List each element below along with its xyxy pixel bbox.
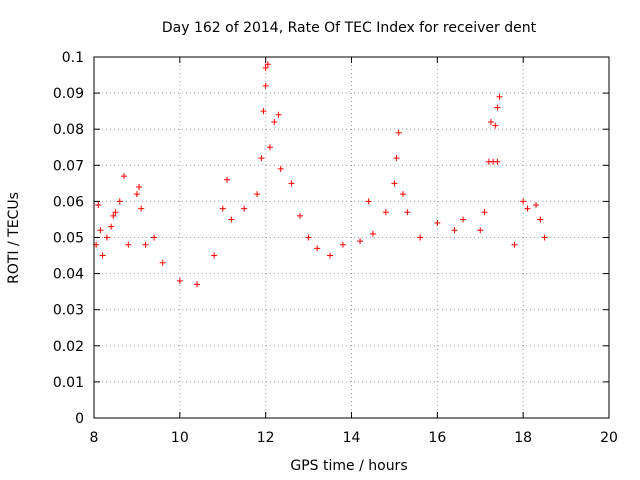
- y-tick-label: 0.06: [53, 194, 84, 210]
- y-tick-label: 0.08: [53, 122, 84, 138]
- axis-ticks: 8 10 12 14 16 18 20 0 0.01 0.02 0.03 0.04 0.05 0.06 0.…: [53, 50, 618, 446]
- data-point: [260, 108, 267, 115]
- data-point: [266, 144, 273, 151]
- grid-layer: [94, 57, 609, 418]
- y-tick-label: 0.02: [53, 339, 84, 355]
- data-point: [541, 234, 548, 241]
- data-point: [494, 104, 501, 111]
- data-point: [305, 234, 312, 241]
- data-point: [95, 202, 102, 209]
- data-point: [314, 245, 321, 252]
- x-tick-label: 14: [343, 430, 361, 446]
- data-points: [93, 61, 548, 288]
- data-point: [524, 205, 531, 212]
- y-axis-label: ROTI / TECUs: [6, 192, 22, 284]
- data-point: [487, 118, 494, 125]
- data-point: [136, 183, 143, 190]
- data-point: [492, 122, 499, 129]
- chart-title: Day 162 of 2014, Rate Of TEC Index for r…: [162, 20, 537, 36]
- data-point: [277, 165, 284, 172]
- data-point: [382, 209, 389, 216]
- data-point: [254, 191, 261, 198]
- y-tick-label: 0.03: [53, 303, 84, 319]
- data-point: [176, 277, 183, 284]
- data-point: [116, 198, 123, 205]
- x-axis-label: GPS time / hours: [290, 458, 407, 474]
- data-point: [297, 212, 303, 219]
- data-point: [108, 223, 115, 230]
- y-tick-label: 0.04: [53, 267, 84, 283]
- data-point: [262, 82, 269, 89]
- data-point: [99, 252, 106, 259]
- data-point: [224, 176, 231, 183]
- data-point: [133, 191, 140, 198]
- data-point: [241, 205, 248, 212]
- data-point: [511, 241, 518, 248]
- data-point: [258, 155, 265, 162]
- data-point: [404, 209, 411, 216]
- data-point: [288, 180, 295, 187]
- data-point: [194, 281, 200, 288]
- data-point: [264, 61, 271, 68]
- data-point: [142, 241, 149, 248]
- y-tick-label: 0.1: [62, 50, 84, 66]
- data-point: [112, 209, 119, 216]
- data-point: [211, 252, 218, 259]
- data-point: [327, 252, 334, 259]
- data-point: [151, 234, 158, 241]
- y-tick-label: 0.09: [53, 86, 84, 102]
- x-tick-label: 20: [600, 430, 618, 446]
- data-point: [460, 216, 467, 223]
- data-point: [533, 202, 540, 209]
- y-tick-label: 0: [75, 411, 84, 427]
- data-point: [481, 209, 488, 216]
- data-point: [400, 191, 406, 198]
- data-point: [537, 216, 544, 223]
- data-point: [395, 129, 402, 136]
- data-point: [97, 227, 104, 234]
- x-tick-label: 16: [428, 430, 446, 446]
- data-point: [357, 238, 364, 245]
- data-point: [103, 234, 110, 241]
- data-point: [339, 241, 346, 248]
- data-point: [138, 205, 145, 212]
- x-tick-label: 8: [90, 430, 99, 446]
- x-tick-label: 12: [257, 430, 275, 446]
- data-point: [369, 230, 376, 237]
- data-point: [228, 216, 235, 223]
- data-point: [417, 234, 424, 241]
- y-tick-label: 0.05: [53, 231, 84, 247]
- data-point: [121, 173, 128, 180]
- data-point: [451, 227, 458, 234]
- y-tick-label: 0.01: [53, 375, 84, 391]
- data-point: [393, 155, 400, 162]
- data-point: [110, 212, 117, 219]
- y-tick-label: 0.07: [53, 158, 84, 174]
- data-point: [275, 111, 282, 118]
- data-point: [520, 198, 527, 205]
- x-tick-label: 18: [514, 430, 532, 446]
- data-point: [477, 227, 484, 234]
- data-point: [494, 158, 501, 165]
- data-point: [271, 118, 278, 125]
- data-point: [434, 220, 441, 227]
- x-tick-label: 10: [171, 430, 189, 446]
- data-point: [262, 64, 269, 71]
- data-point: [159, 259, 166, 266]
- data-point: [391, 180, 398, 187]
- data-point: [125, 241, 132, 248]
- data-point: [496, 93, 503, 100]
- data-point: [365, 198, 372, 205]
- data-point: [219, 205, 226, 212]
